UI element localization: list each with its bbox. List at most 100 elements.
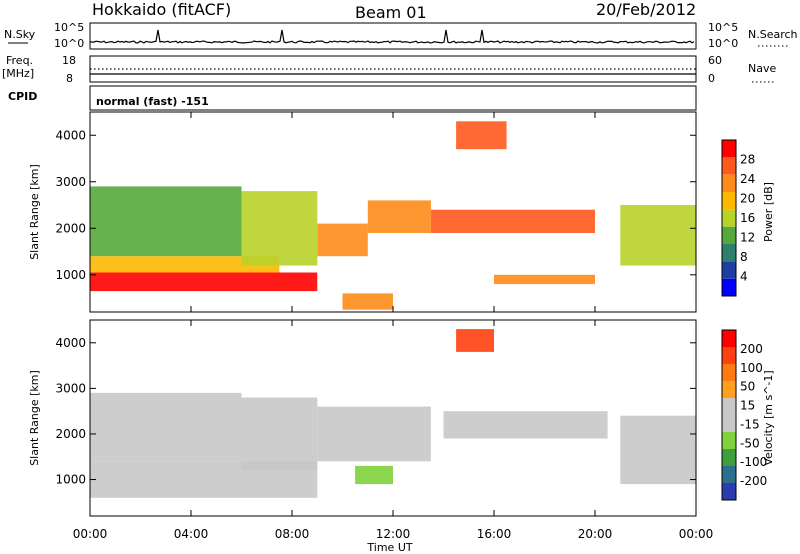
echo-region-0-1 (90, 256, 280, 273)
range-tick-label: 1000 (55, 268, 86, 282)
colorbar-swatch (722, 381, 736, 398)
colorbar-tick-label: 12 (740, 231, 755, 245)
power-data (90, 121, 697, 310)
nave-tick-top: 60 (708, 54, 722, 67)
colorbar-tick-label: 16 (740, 211, 755, 225)
time-tick-label: 12:00 (376, 527, 411, 541)
range-tick-label: 3000 (55, 175, 86, 189)
power-colorbar-label: Power [dB] (762, 182, 775, 242)
time-tick-label: 00:00 (73, 527, 108, 541)
colorbar-tick-label: 4 (740, 270, 748, 284)
colorbar-swatch (722, 364, 736, 381)
time-axis-ticks: 00:00 04:00 08:00 12:00 16:00 20:00 00:00 (73, 112, 714, 541)
range-tick-label: 4000 (55, 128, 86, 142)
nave-label: Nave (748, 62, 776, 75)
nsearch-tick-top: 10^5 (708, 21, 738, 34)
colorbar-tick-label: 50 (740, 380, 755, 394)
colorbar-swatch (722, 261, 736, 279)
colorbar-swatch (722, 398, 736, 415)
colorbar-tick-label: -100 (740, 455, 767, 469)
echo-region-0-8 (494, 274, 595, 285)
colorbar-tick-label: -50 (740, 436, 760, 450)
time-tick-label: 20:00 (578, 527, 613, 541)
nsky-tick-bottom: 10^0 (54, 37, 84, 50)
echo-region-1-7 (355, 465, 393, 485)
freq-tick-bottom: 8 (66, 72, 73, 85)
range-tick-label: 1000 (55, 473, 86, 487)
colorbar-tick-label: 15 (740, 399, 755, 413)
colorbar-swatch (722, 209, 736, 227)
echo-region-0-6 (430, 209, 595, 233)
freq-label: Freq. (6, 54, 33, 67)
range-tick-label: 2000 (55, 427, 86, 441)
echo-region-0-5 (367, 200, 431, 233)
time-tick-label: 00:00 (679, 527, 714, 541)
freq-unit: [MHz] (2, 67, 34, 80)
range-tick-label: 4000 (55, 336, 86, 350)
echo-region-1-4 (443, 411, 608, 439)
colorbar-swatch (722, 140, 736, 158)
power-ylabel: Slant Range [km] (28, 164, 41, 260)
power-y-ticks: 4000 3000 2000 1000 (55, 128, 696, 282)
colorbar-swatch (722, 449, 736, 466)
colorbar-swatch (722, 278, 736, 296)
echo-region-1-5 (456, 329, 494, 352)
echo-region-1-1 (90, 392, 242, 462)
nsky-tick-top: 10^5 (54, 21, 84, 34)
nsky-trace (90, 29, 695, 44)
velocity-colorbar: 200 100 50 15 -15 -50 -100 -200 (721, 329, 767, 501)
nsearch-label: N.Search (748, 28, 798, 41)
velocity-data (90, 329, 697, 498)
colorbar-swatch (722, 192, 736, 210)
echo-region-0-7 (456, 121, 507, 150)
time-tick-label: 16:00 (477, 527, 512, 541)
echo-region-1-2 (241, 397, 318, 471)
colorbar-swatch (722, 347, 736, 364)
colorbar-tick-label: 28 (740, 153, 755, 167)
echo-region-0-2 (90, 186, 242, 257)
cpid-value: normal (fast) -151 (96, 95, 209, 108)
echo-region-0-0 (90, 272, 318, 292)
date-title: 20/Feb/2012 (596, 0, 696, 19)
echo-region-0-9 (620, 205, 697, 266)
colorbar-tick-label: 24 (740, 172, 755, 186)
freq-tick-top: 18 (62, 54, 76, 67)
velocity-y-ticks: 4000 3000 2000 1000 (55, 336, 696, 487)
nsearch-tick-bottom: 10^0 (708, 37, 738, 50)
colorbar-swatch (722, 226, 736, 244)
nsky-label: N.Sky (4, 28, 36, 41)
nave-tick-bottom: 0 (708, 72, 715, 85)
colorbar-tick-label: -15 (740, 417, 760, 431)
echo-region-0-10 (342, 293, 393, 310)
time-tick-label: 04:00 (174, 527, 209, 541)
velocity-colorbar-label: Velocity [m s^-1] (762, 370, 775, 465)
colorbar-swatch (722, 157, 736, 175)
freq-strip-frame (89, 55, 697, 83)
colorbar-swatch (722, 466, 736, 483)
colorbar-swatch (722, 174, 736, 192)
power-colorbar: 28 24 20 16 12 8 4 (721, 139, 755, 297)
cpid-label: CPID (8, 90, 37, 103)
colorbar-tick-label: 100 (740, 361, 763, 375)
range-tick-label: 2000 (55, 221, 86, 235)
beam-title: Beam 01 (355, 3, 427, 22)
colorbar-tick-label: 200 (740, 342, 763, 356)
cpid-strip-frame (89, 85, 697, 111)
station-title: Hokkaido (fitACF) (92, 0, 231, 19)
nsky-strip-frame (89, 22, 697, 50)
colorbar-swatch (722, 330, 736, 347)
velocity-ylabel: Slant Range [km] (28, 370, 41, 466)
colorbar-tick-label: 8 (740, 250, 748, 264)
echo-region-0-4 (317, 223, 368, 257)
colorbar-tick-label: -200 (740, 474, 767, 488)
colorbar-swatch (722, 483, 736, 500)
time-axis-label: Time UT (366, 541, 412, 554)
range-tick-label: 3000 (55, 381, 86, 395)
colorbar-frame (721, 329, 737, 501)
colorbar-swatch (722, 432, 736, 449)
echo-region-0-3 (241, 191, 318, 266)
colorbar-swatch (722, 244, 736, 262)
colorbar-frame (721, 139, 737, 297)
time-tick-label: 08:00 (275, 527, 310, 541)
